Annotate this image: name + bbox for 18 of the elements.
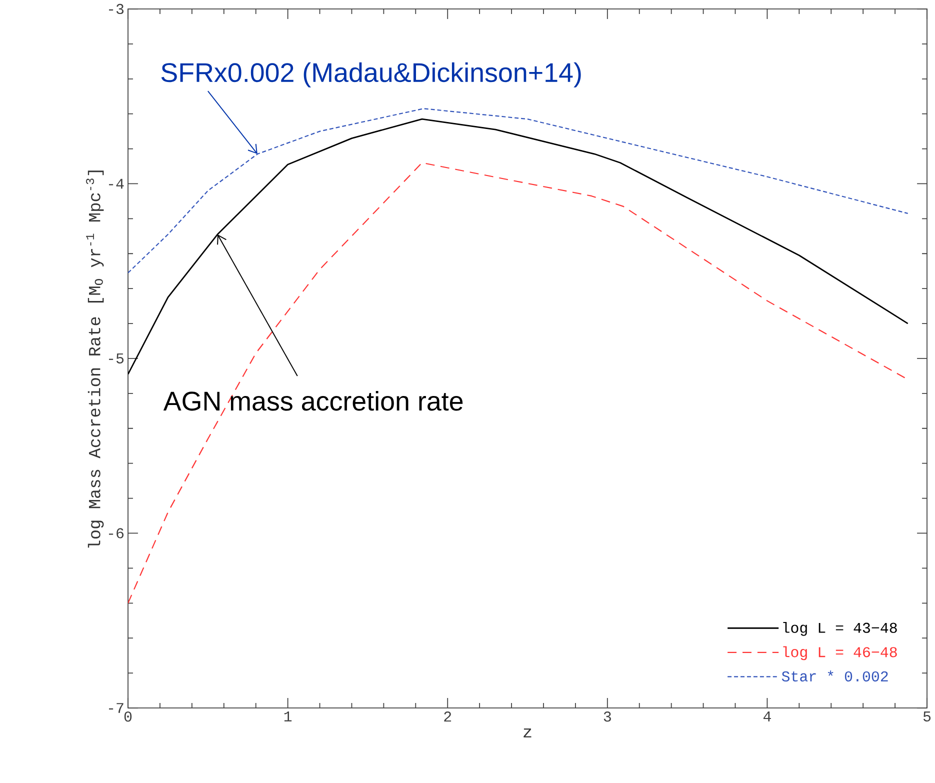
y-tick-label: -4 [108,178,124,189]
y-tick-label: -3 [108,4,124,14]
x-axis-title: z [524,728,532,738]
y-axis-title: log Mass Accretion Rate [M$_{O}$ yr$^{-1}$ Mpc$^{-3}$] [86,170,104,548]
x-tick-label: 1 [284,712,292,722]
x-tick-label: 0 [124,712,132,722]
x-tick-label: 2 [444,712,452,722]
legend-label: log L = 43−48 [783,622,897,636]
annotation: AGN mass accretion rate [163,390,463,411]
annotation: SFRx0.002 (Madau&Dickinson+14) [161,62,581,88]
x-tick-label: 3 [604,712,611,722]
legend-label: Star * 0.002 [782,670,888,682]
legend-label: log L = 46−48 [783,646,897,660]
x-tick-label: 5 [923,712,931,722]
y-tick-label: -5 [108,353,124,364]
y-tick-label: -7 [108,703,124,713]
y-tick-label: -6 [108,528,124,538]
x-tick-label: 4 [763,712,771,722]
